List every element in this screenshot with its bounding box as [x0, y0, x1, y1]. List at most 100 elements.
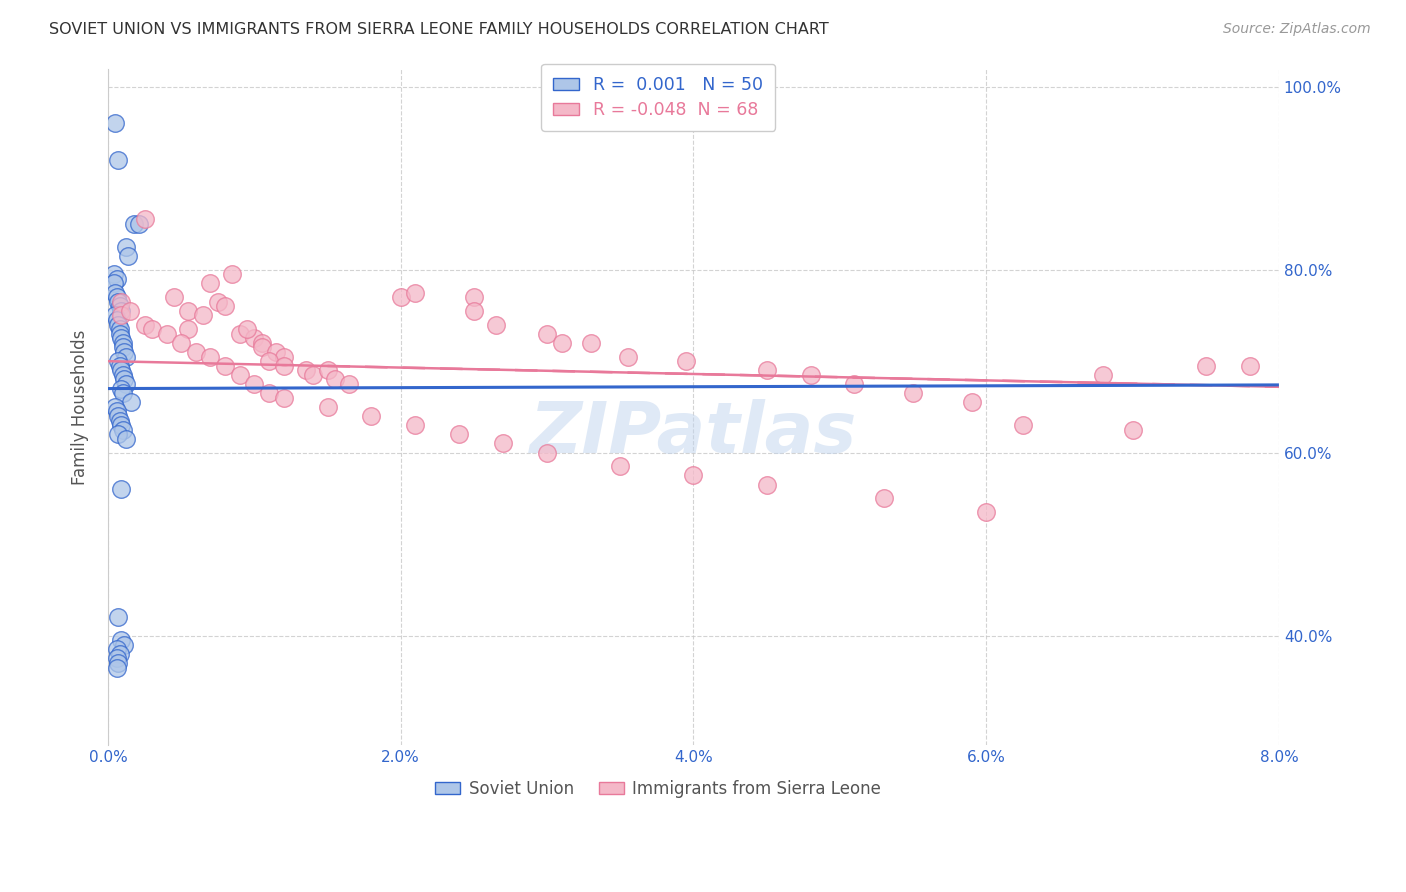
Point — [1011, 418, 1033, 433]
Point — [200, 277, 222, 291]
Point — [104, 309, 127, 323]
Point — [221, 268, 243, 282]
Point — [177, 322, 200, 336]
Point — [117, 249, 139, 263]
Point — [273, 350, 295, 364]
Point — [112, 372, 135, 386]
Point — [111, 423, 134, 437]
Point — [105, 660, 128, 674]
Point — [114, 432, 136, 446]
Point — [107, 294, 129, 309]
Point — [755, 477, 778, 491]
Point — [536, 326, 558, 341]
Point — [1092, 368, 1115, 382]
Point — [799, 368, 821, 382]
Point — [104, 400, 127, 414]
Point — [112, 638, 135, 652]
Point — [294, 363, 316, 377]
Point — [170, 335, 193, 350]
Point — [105, 272, 128, 286]
Point — [339, 377, 361, 392]
Point — [200, 350, 222, 364]
Point — [110, 418, 132, 433]
Point — [110, 482, 132, 496]
Point — [107, 153, 129, 167]
Point — [107, 427, 129, 442]
Point — [616, 350, 638, 364]
Point — [207, 294, 229, 309]
Point — [110, 304, 132, 318]
Point — [323, 372, 346, 386]
Point — [236, 322, 259, 336]
Point — [579, 335, 602, 350]
Point — [449, 427, 471, 442]
Point — [118, 304, 141, 318]
Point — [111, 335, 134, 350]
Point — [105, 651, 128, 665]
Point — [492, 436, 515, 450]
Point — [250, 335, 273, 350]
Point — [134, 212, 156, 227]
Point — [536, 445, 558, 459]
Point — [609, 459, 631, 474]
Point — [105, 313, 128, 327]
Point — [112, 345, 135, 359]
Point — [108, 647, 131, 661]
Point — [1239, 359, 1261, 373]
Point — [485, 318, 508, 332]
Point — [105, 642, 128, 657]
Point — [104, 116, 127, 130]
Point — [273, 391, 295, 405]
Point — [360, 409, 382, 423]
Point — [228, 368, 250, 382]
Point — [107, 318, 129, 332]
Point — [302, 368, 325, 382]
Point — [243, 331, 266, 345]
Point — [110, 633, 132, 648]
Point — [104, 285, 127, 300]
Point — [551, 335, 574, 350]
Point — [266, 345, 288, 359]
Point — [111, 368, 134, 382]
Point — [404, 285, 426, 300]
Point — [114, 377, 136, 392]
Point — [111, 386, 134, 401]
Point — [974, 505, 997, 519]
Point — [755, 363, 778, 377]
Point — [316, 363, 339, 377]
Text: Source: ZipAtlas.com: Source: ZipAtlas.com — [1223, 22, 1371, 37]
Point — [1122, 423, 1144, 437]
Point — [273, 359, 295, 373]
Point — [110, 382, 132, 396]
Point — [108, 322, 131, 336]
Point — [111, 341, 134, 355]
Point — [404, 418, 426, 433]
Point — [110, 363, 132, 377]
Text: SOVIET UNION VS IMMIGRANTS FROM SIERRA LEONE FAMILY HOUSEHOLDS CORRELATION CHART: SOVIET UNION VS IMMIGRANTS FROM SIERRA L… — [49, 22, 830, 37]
Point — [389, 290, 412, 304]
Point — [228, 326, 250, 341]
Point — [103, 268, 125, 282]
Point — [155, 326, 177, 341]
Point — [110, 309, 132, 323]
Point — [107, 656, 129, 670]
Legend: Soviet Union, Immigrants from Sierra Leone: Soviet Union, Immigrants from Sierra Leo… — [429, 773, 887, 805]
Point — [114, 350, 136, 364]
Point — [105, 404, 128, 418]
Point — [105, 290, 128, 304]
Point — [128, 217, 150, 231]
Point — [108, 326, 131, 341]
Point — [844, 377, 866, 392]
Text: ZIPatlas: ZIPatlas — [530, 400, 858, 468]
Point — [124, 217, 146, 231]
Point — [177, 304, 200, 318]
Point — [114, 240, 136, 254]
Point — [110, 294, 132, 309]
Point — [1195, 359, 1218, 373]
Point — [675, 354, 697, 368]
Point — [463, 290, 485, 304]
Point — [141, 322, 163, 336]
Point — [191, 309, 214, 323]
Point — [163, 290, 186, 304]
Point — [110, 331, 132, 345]
